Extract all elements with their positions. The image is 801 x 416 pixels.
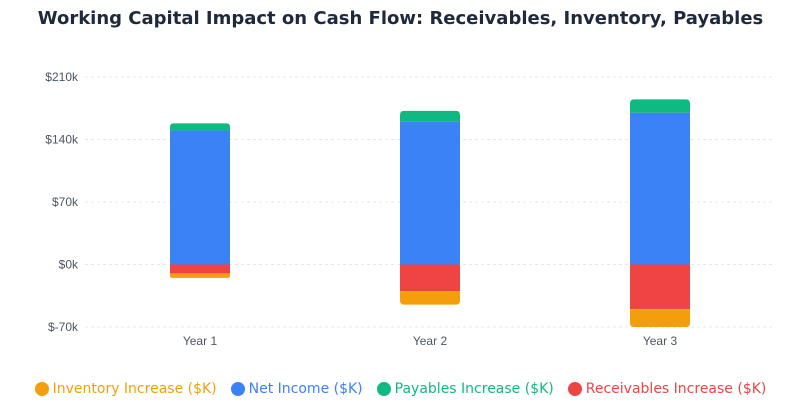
bar-segment	[630, 112, 690, 265]
legend-label: Payables Increase ($K)	[394, 381, 554, 397]
chart-title: Working Capital Impact on Cash Flow: Rec…	[37, 8, 764, 29]
x-tick-label: Year 1	[183, 334, 218, 348]
bar-segment	[630, 264, 690, 310]
legend-swatch	[34, 382, 49, 396]
bar-segment	[400, 264, 460, 292]
bar-segment	[170, 123, 230, 131]
y-tick-label: $0k	[59, 258, 79, 272]
legend-swatch	[376, 382, 391, 396]
bar-segment	[630, 99, 690, 113]
x-tick-label: Year 3	[643, 334, 678, 348]
x-tick-label: Year 2	[413, 334, 448, 348]
chart-plot: $-70k $0k $70k $140k $210k Year 1 Year 2 Year 3	[45, 70, 775, 348]
y-tick-label: $140k	[45, 133, 79, 147]
bar-segment	[630, 309, 690, 327]
chart-legend: Inventory Increase ($K) Net Income ($K) Pa…	[0, 381, 801, 397]
legend-item[interactable]: Payables Increase ($K)	[376, 381, 554, 397]
legend-label: Inventory Increase ($K)	[52, 381, 217, 397]
bar-segment	[400, 291, 460, 305]
legend-item[interactable]: Net Income ($K)	[230, 381, 363, 397]
legend-label: Net Income ($K)	[248, 381, 363, 397]
y-tick-label: $210k	[45, 70, 79, 84]
legend-item[interactable]: Inventory Increase ($K)	[34, 381, 217, 397]
legend-item[interactable]: Receivables Increase ($K)	[567, 381, 767, 397]
legend-label: Receivables Increase ($K)	[585, 381, 767, 397]
bar-segment	[400, 110, 460, 122]
y-tick-label: $-70k	[48, 320, 79, 334]
legend-swatch	[567, 382, 582, 396]
bar-segment	[400, 121, 460, 265]
bar-segment	[170, 130, 230, 265]
bar-segment	[170, 264, 230, 274]
bar-segment	[170, 273, 230, 278]
y-tick-label: $70k	[52, 195, 79, 209]
legend-swatch	[230, 382, 245, 396]
